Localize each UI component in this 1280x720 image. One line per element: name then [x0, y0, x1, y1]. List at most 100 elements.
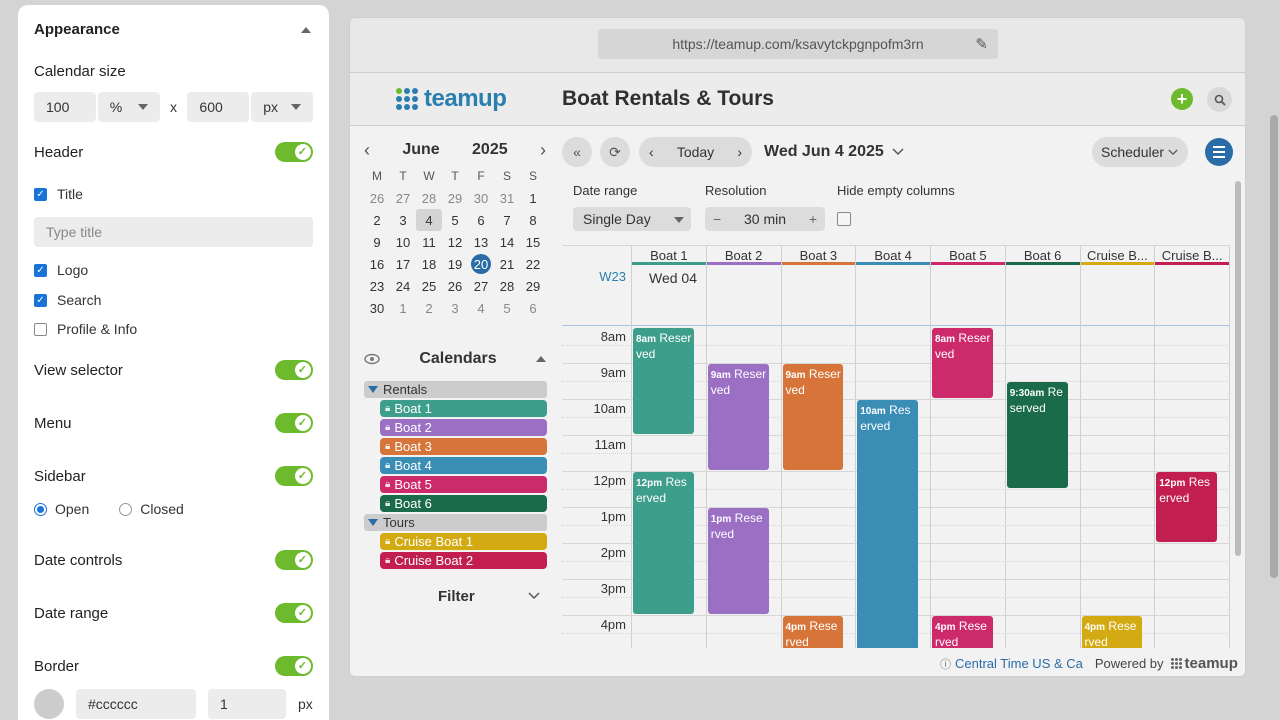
mini-day[interactable]: 31 — [499, 190, 515, 206]
width-input[interactable]: 100 — [34, 92, 96, 122]
current-date-selector[interactable]: Wed Jun 4 2025 — [764, 143, 904, 161]
sidebar-closed-radio[interactable] — [119, 502, 133, 516]
mini-month[interactable]: June — [402, 141, 440, 158]
refresh-button[interactable]: ⟳ — [600, 137, 630, 167]
hide-empty-checkbox[interactable] — [837, 212, 851, 226]
mini-day[interactable]: 14 — [499, 234, 515, 250]
expand-triangle-icon[interactable] — [368, 519, 378, 526]
mini-day[interactable]: 8 — [529, 212, 537, 228]
border-color-swatch[interactable] — [34, 689, 64, 719]
mini-day[interactable]: 15 — [525, 234, 541, 250]
scheduler-event[interactable]: 4pm Reserved — [782, 616, 844, 648]
mini-day[interactable]: 4 — [416, 209, 442, 231]
height-unit-select[interactable]: px — [251, 92, 313, 122]
resolution-increase-button[interactable]: + — [808, 211, 817, 227]
mini-day[interactable]: 27 — [473, 278, 489, 294]
border-toggle[interactable]: ✓ — [275, 656, 313, 676]
mini-day[interactable]: 10 — [395, 234, 411, 250]
mini-day[interactable]: 29 — [525, 278, 541, 294]
scheduler-column-header[interactable]: Boat 2 — [706, 245, 781, 265]
mini-day[interactable]: 30 — [473, 190, 489, 206]
calendar-group-0[interactable]: Rentals — [364, 381, 547, 398]
mini-day[interactable]: 26 — [369, 190, 385, 206]
scheduler-event[interactable]: 4pm Reserved — [932, 616, 993, 648]
chevron-up-icon[interactable] — [536, 356, 546, 362]
mini-day[interactable]: 7 — [503, 212, 511, 228]
scheduler-column-header[interactable]: Boat 5 — [931, 245, 1005, 265]
mini-day[interactable]: 27 — [395, 190, 411, 206]
menu-toggle[interactable]: ✓ — [275, 413, 313, 433]
mini-day[interactable]: 28 — [421, 190, 437, 206]
mini-day[interactable]: 3 — [451, 300, 459, 316]
mini-day[interactable]: 1 — [529, 190, 537, 206]
mini-day[interactable]: 5 — [451, 212, 459, 228]
profile-checkbox[interactable] — [34, 322, 47, 336]
calendar-item[interactable]: 🔒︎ Boat 5 — [380, 476, 547, 493]
mini-day[interactable]: 28 — [499, 278, 515, 294]
mini-day[interactable]: 1 — [399, 300, 407, 316]
calendar-item[interactable]: 🔒︎ Cruise Boat 2 — [380, 552, 547, 569]
next-day-button[interactable]: › — [737, 144, 742, 160]
today-button[interactable]: Today — [676, 144, 715, 160]
scheduler-column-header[interactable]: Boat 4 — [856, 245, 930, 265]
filter-header[interactable]: Filter — [364, 584, 546, 608]
resolution-decrease-button[interactable]: − — [713, 211, 722, 227]
mini-day[interactable]: 30 — [369, 300, 385, 316]
page-scrollbar[interactable] — [1270, 115, 1278, 578]
header-toggle[interactable]: ✓ — [275, 142, 313, 162]
calendar-item[interactable]: 🔒︎ Boat 3 — [380, 438, 547, 455]
scheduler-column-header[interactable]: Cruise B... — [1080, 245, 1155, 265]
calendars-header[interactable]: Calendars — [364, 345, 546, 373]
mini-day[interactable]: 22 — [525, 256, 541, 272]
view-selector[interactable]: Scheduler — [1092, 137, 1188, 167]
calendar-group-1[interactable]: Tours — [364, 514, 547, 531]
scheduler-event[interactable]: 9am Reserved — [707, 364, 769, 470]
mini-day[interactable]: 6 — [477, 212, 485, 228]
calendar-item[interactable]: 🔒︎ Boat 4 — [380, 457, 547, 474]
height-input[interactable]: 600 — [187, 92, 250, 122]
mini-day[interactable]: 16 — [369, 256, 385, 272]
calendar-item[interactable]: 🔒︎ Boat 1 — [380, 400, 547, 417]
scheduler-event[interactable]: 12pm Reserved — [633, 472, 694, 614]
scheduler-event[interactable]: 9:30am Reserved — [1006, 382, 1068, 488]
mini-day[interactable]: 2 — [373, 212, 381, 228]
border-width-input[interactable]: 1 — [208, 689, 286, 719]
sidebar-toggle[interactable]: ✓ — [275, 466, 313, 486]
view-selector-toggle[interactable]: ✓ — [275, 360, 313, 380]
mini-day[interactable]: 11 — [422, 234, 436, 250]
scheduler-column-header[interactable]: Boat 6 — [1005, 245, 1080, 265]
mini-day[interactable]: 21 — [499, 256, 515, 272]
calendar-item[interactable]: 🔒︎ Boat 6 — [380, 495, 547, 512]
mini-day[interactable]: 25 — [421, 278, 437, 294]
eye-icon[interactable] — [364, 353, 380, 365]
date-range-select[interactable]: Single Day — [573, 207, 691, 231]
mini-day[interactable]: 29 — [447, 190, 463, 206]
scheduler-column-header[interactable]: Boat 1 — [632, 245, 706, 265]
menu-button[interactable] — [1205, 138, 1233, 166]
mini-day[interactable]: 3 — [399, 212, 407, 228]
mini-day[interactable]: 13 — [473, 234, 489, 250]
calendar-url[interactable]: https://teamup.com/ksavytckpgnpofm3rn ✎ — [598, 29, 998, 59]
collapse-icon[interactable] — [301, 26, 311, 33]
mini-day[interactable]: 18 — [421, 256, 437, 272]
scheduler-column-header[interactable]: Cruise B... — [1155, 245, 1229, 265]
scheduler-scrollbar[interactable] — [1235, 181, 1241, 556]
title-input[interactable]: Type title — [34, 217, 313, 247]
mini-day[interactable]: 23 — [369, 278, 385, 294]
mini-day[interactable]: 4 — [477, 300, 485, 316]
scheduler-event[interactable]: 8am Reserved — [932, 328, 993, 398]
sidebar-open-radio[interactable] — [34, 502, 47, 516]
scheduler-event[interactable]: 4pm Reserved — [1081, 616, 1143, 648]
prev-month-button[interactable]: ‹ — [364, 139, 370, 160]
date-range-toggle[interactable]: ✓ — [275, 603, 313, 623]
mini-day[interactable]: 24 — [395, 278, 411, 294]
mini-day[interactable]: 6 — [529, 300, 537, 316]
prev-day-button[interactable]: ‹ — [649, 144, 654, 160]
mini-day[interactable]: 2 — [425, 300, 433, 316]
search-button[interactable] — [1207, 87, 1232, 112]
scheduler-event[interactable]: 8am Reserved — [633, 328, 694, 434]
scheduler-column-header[interactable]: Boat 3 — [781, 245, 856, 265]
date-controls-toggle[interactable]: ✓ — [275, 550, 313, 570]
pencil-icon[interactable]: ✎ — [975, 36, 988, 53]
scheduler-event[interactable]: 9am Reserved — [782, 364, 844, 470]
